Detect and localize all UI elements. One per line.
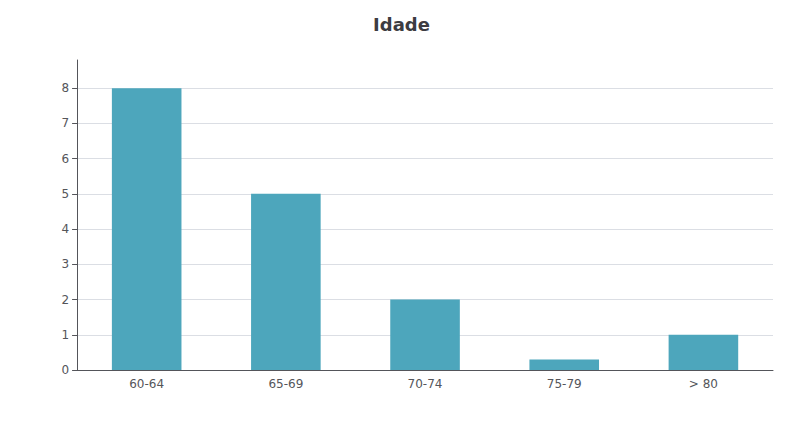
svg-text:6: 6 <box>61 152 69 166</box>
svg-text:Idade: Idade <box>373 14 430 35</box>
svg-text:70-74: 70-74 <box>408 377 443 391</box>
svg-text:8: 8 <box>61 81 69 95</box>
svg-text:65-69: 65-69 <box>268 377 303 391</box>
svg-text:0: 0 <box>61 363 69 377</box>
svg-text:3: 3 <box>61 257 69 271</box>
svg-text:> 80: > 80 <box>689 377 718 391</box>
svg-text:2: 2 <box>61 293 69 307</box>
svg-text:75-79: 75-79 <box>547 377 582 391</box>
svg-text:4: 4 <box>61 222 69 236</box>
svg-text:60-64: 60-64 <box>129 377 164 391</box>
svg-text:5: 5 <box>61 187 69 201</box>
svg-text:7: 7 <box>61 116 69 130</box>
svg-text:1: 1 <box>61 328 69 342</box>
